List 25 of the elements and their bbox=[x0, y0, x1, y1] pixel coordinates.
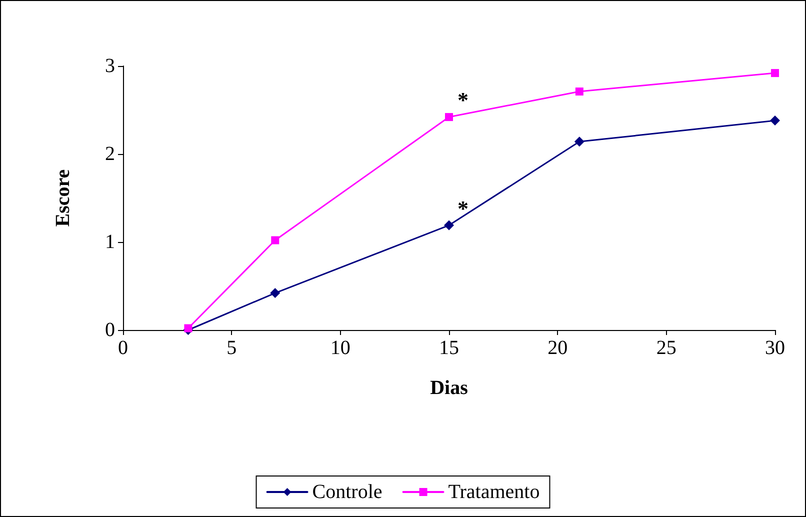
point bbox=[575, 88, 584, 96]
x-axis-title: Dias bbox=[430, 377, 468, 399]
x-tick-label: 10 bbox=[330, 337, 350, 359]
point bbox=[444, 220, 454, 230]
legend-label: Tratamento bbox=[448, 481, 540, 503]
y-axis-title: Escore bbox=[52, 169, 74, 227]
x-tick-label: 25 bbox=[656, 337, 676, 359]
point bbox=[271, 236, 280, 244]
legend-label: Controle bbox=[312, 481, 382, 503]
point bbox=[770, 116, 780, 126]
point bbox=[445, 113, 453, 122]
x-tick-label: 20 bbox=[548, 337, 568, 359]
point bbox=[184, 324, 192, 332]
x-tick-label: 15 bbox=[439, 337, 459, 359]
y-tick-label: 2 bbox=[105, 143, 115, 165]
y-tick-label: 1 bbox=[105, 231, 115, 253]
point bbox=[574, 136, 584, 147]
x-tick-label: 5 bbox=[226, 337, 237, 359]
point bbox=[270, 288, 280, 298]
annotation: * bbox=[458, 88, 468, 113]
x-tick-label: 30 bbox=[765, 337, 785, 359]
y-tick-label: 0 bbox=[105, 319, 115, 341]
point bbox=[771, 69, 779, 78]
y-tick-label: 3 bbox=[105, 55, 115, 77]
annotation: * bbox=[458, 196, 468, 221]
